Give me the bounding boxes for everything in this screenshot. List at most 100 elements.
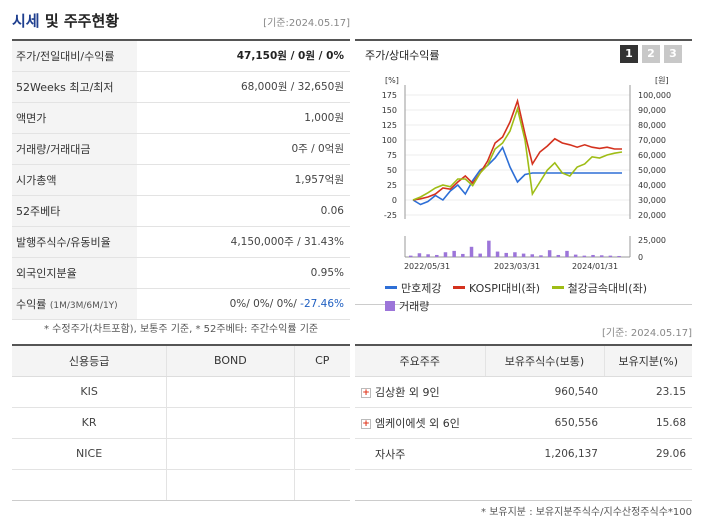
volume-bar <box>487 240 491 257</box>
left-tick-label: 125 <box>382 121 397 130</box>
section-title-highlight: 시세 <box>12 12 40 30</box>
info-label: 발행주식수/유동비율 <box>12 226 137 258</box>
series-line-2 <box>412 98 622 201</box>
holder-pct <box>604 469 692 501</box>
footnote-right: * 보유지분 : 보유지분주식수/지수산정주식수*100 <box>481 507 692 518</box>
info-value: 0.06 <box>137 195 350 227</box>
left-tick-label: 50 <box>387 166 397 175</box>
holder-shares: 650,556 <box>485 407 604 439</box>
volume-bar <box>539 255 543 257</box>
credit-cp <box>293 407 350 439</box>
volume-bar <box>443 252 448 257</box>
credit-header-agency: 신용등급 <box>12 345 167 377</box>
credit-cp <box>293 469 350 501</box>
holder-shares: 960,540 <box>485 376 604 408</box>
holder-shares: 1,206,137 <box>485 438 604 470</box>
right-tick-label: 70,000 <box>638 136 666 145</box>
chart-title: 주가/상대수익률 <box>365 49 440 62</box>
volume-bar <box>469 246 474 257</box>
series-line-3 <box>412 105 623 201</box>
legend-item-volume: 거래량 <box>385 298 429 314</box>
legend-item-kospi: KOSPI대비(좌) <box>452 280 540 296</box>
info-row: 52주베타 0.06 <box>12 195 350 227</box>
volume-bar <box>452 250 456 257</box>
info-value: 0.95% <box>137 257 350 289</box>
volume-bar <box>556 254 561 257</box>
holder-name[interactable]: + 김상환 외 9인 <box>355 376 485 408</box>
volume-bar <box>617 255 621 257</box>
right-tick-label: 50,000 <box>638 166 666 175</box>
chart-panel: 주가/상대수익률 1 2 3 [%] [원] 175 150 125 100 75 50 25 0… <box>355 39 692 313</box>
credit-bond <box>166 469 294 501</box>
table-row: KR <box>12 407 350 439</box>
table-row: 자사주 1,206,137 29.06 <box>355 438 692 470</box>
left-axis-unit: [%] <box>385 76 399 85</box>
holder-name[interactable]: + 엠케이에셋 외 6인 <box>355 407 485 439</box>
volume-bar <box>608 255 613 257</box>
credit-bond <box>166 438 294 470</box>
chart-tab-2[interactable]: 2 <box>642 45 660 63</box>
right-tick-label: 100,000 <box>638 91 671 100</box>
table-row: KIS <box>12 376 350 408</box>
credit-bond <box>166 407 294 439</box>
chart-tabs: 1 2 3 <box>620 45 682 63</box>
volume-tick-label: 0 <box>638 253 643 262</box>
volume-bar <box>426 254 430 257</box>
holders-header-pct: 보유지분(%) <box>603 345 692 377</box>
info-row: 거래량/거래대금 0주 / 0억원 <box>12 133 350 165</box>
holder-shares <box>485 469 604 501</box>
info-row: 52Weeks 최고/최저 68,000원 / 32,650원 <box>12 71 350 103</box>
left-tick-label: 175 <box>382 91 397 100</box>
volume-bar <box>547 250 552 257</box>
series-line-1 <box>412 145 622 206</box>
volume-bar <box>521 253 526 257</box>
expand-icon[interactable]: + <box>361 418 371 429</box>
table-row <box>355 469 692 501</box>
left-tick-label: 75 <box>387 151 397 160</box>
right-tick-label: 40,000 <box>638 181 666 190</box>
volume-bar <box>495 251 500 257</box>
volume-bar <box>565 250 569 257</box>
info-value: 0주 / 0억원 <box>137 133 350 165</box>
chart-tab-3[interactable]: 3 <box>664 45 682 63</box>
footnote-left: * 수정주가(차트포함), 보통주 기준, * 52주베타: 주간수익률 기준 <box>44 324 319 335</box>
right-tick-label: 30,000 <box>638 196 666 205</box>
x-tick-label: 2024/01/31 <box>572 262 618 271</box>
volume-bar <box>591 254 595 257</box>
right-axis-unit: [원] <box>655 76 669 85</box>
credit-header-bond: BOND <box>166 345 294 377</box>
volume-bar <box>573 254 578 257</box>
volume-tick-label: 25,000 <box>638 236 666 245</box>
credit-agency <box>12 469 167 501</box>
legend-item-stock: 만호제강 <box>385 280 441 296</box>
credit-agency: KR <box>12 407 167 439</box>
holders-header-shares: 보유주식수(보통) <box>484 345 604 377</box>
credit-header-cp: CP <box>293 345 350 377</box>
price-chart: [%] [원] 175 150 125 100 75 50 25 0 -25 100,000 90,00… <box>382 76 671 271</box>
info-label: 거래량/거래대금 <box>12 133 137 165</box>
expand-icon[interactable]: + <box>361 387 371 398</box>
left-tick-label: -25 <box>384 211 397 220</box>
section-title: 및 주주현황 <box>39 12 120 30</box>
holder-pct: 29.06 <box>604 438 692 470</box>
volume-bar <box>599 255 604 257</box>
price-info-table: 주가/전일대비/수익률 47,150원 / 0원 / 0% 52Weeks 최고/최… <box>12 39 350 320</box>
return-row: 수익률 (1M/3M/6M/1Y) 0%/ 0%/ 0%/ -27.46% <box>12 288 350 320</box>
volume-bar <box>504 252 508 257</box>
info-row: 시가총액 1,957억원 <box>12 164 350 196</box>
info-label: 액면가 <box>12 102 137 134</box>
holders-header-name: 주요주주 <box>355 345 485 377</box>
volume-bar <box>530 254 535 257</box>
holder-pct: 15.68 <box>604 407 692 439</box>
info-value: 4,150,000주 / 31.43% <box>137 226 350 258</box>
chart-tab-1[interactable]: 1 <box>620 45 638 63</box>
info-row: 외국인지분율 0.95% <box>12 257 350 289</box>
major-shareholders-table: 주요주주 보유주식수(보통) 보유지분(%) + 김상환 외 9인 960,540 2… <box>355 344 692 501</box>
info-label: 외국인지분율 <box>12 257 137 289</box>
info-value: 68,000원 / 32,650원 <box>137 71 350 103</box>
holder-name: 자사주 <box>355 438 485 470</box>
legend-item-steel: 철강금속대비(좌) <box>551 280 647 296</box>
volume-bar <box>582 255 587 257</box>
reference-date: [기준:2024.05.17] <box>263 18 350 29</box>
info-label: 주가/전일대비/수익률 <box>12 40 137 72</box>
